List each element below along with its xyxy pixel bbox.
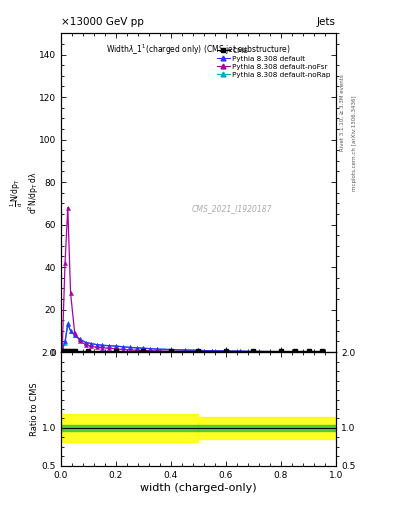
Text: Width$\lambda$_1$^1$(charged only) (CMS jet substructure): Width$\lambda$_1$^1$(charged only) (CMS … bbox=[106, 43, 291, 57]
Legend: CMS, Pythia 8.308 default, Pythia 8.308 default-noFsr, Pythia 8.308 default-noRa: CMS, Pythia 8.308 default, Pythia 8.308 … bbox=[215, 47, 332, 79]
Text: CMS_2021_I1920187: CMS_2021_I1920187 bbox=[191, 204, 272, 213]
Text: Rivet 3.1.10, ≥ 3.3M events: Rivet 3.1.10, ≥ 3.3M events bbox=[340, 74, 345, 151]
Y-axis label: Ratio to CMS: Ratio to CMS bbox=[30, 382, 39, 436]
Text: Jets: Jets bbox=[317, 17, 336, 27]
Text: mcplots.cern.ch [arXiv:1306.3436]: mcplots.cern.ch [arXiv:1306.3436] bbox=[352, 96, 357, 191]
X-axis label: width (charged-only): width (charged-only) bbox=[140, 482, 257, 493]
Text: ×13000 GeV pp: ×13000 GeV pp bbox=[61, 17, 144, 27]
Text: $\mathregular{\frac{1}{\,d}N/dp_{\mathregular{T}}}$
$\mathregular{d^2N/dp_T\,d\l: $\mathregular{\frac{1}{\,d}N/dp_{\mathre… bbox=[9, 172, 42, 214]
